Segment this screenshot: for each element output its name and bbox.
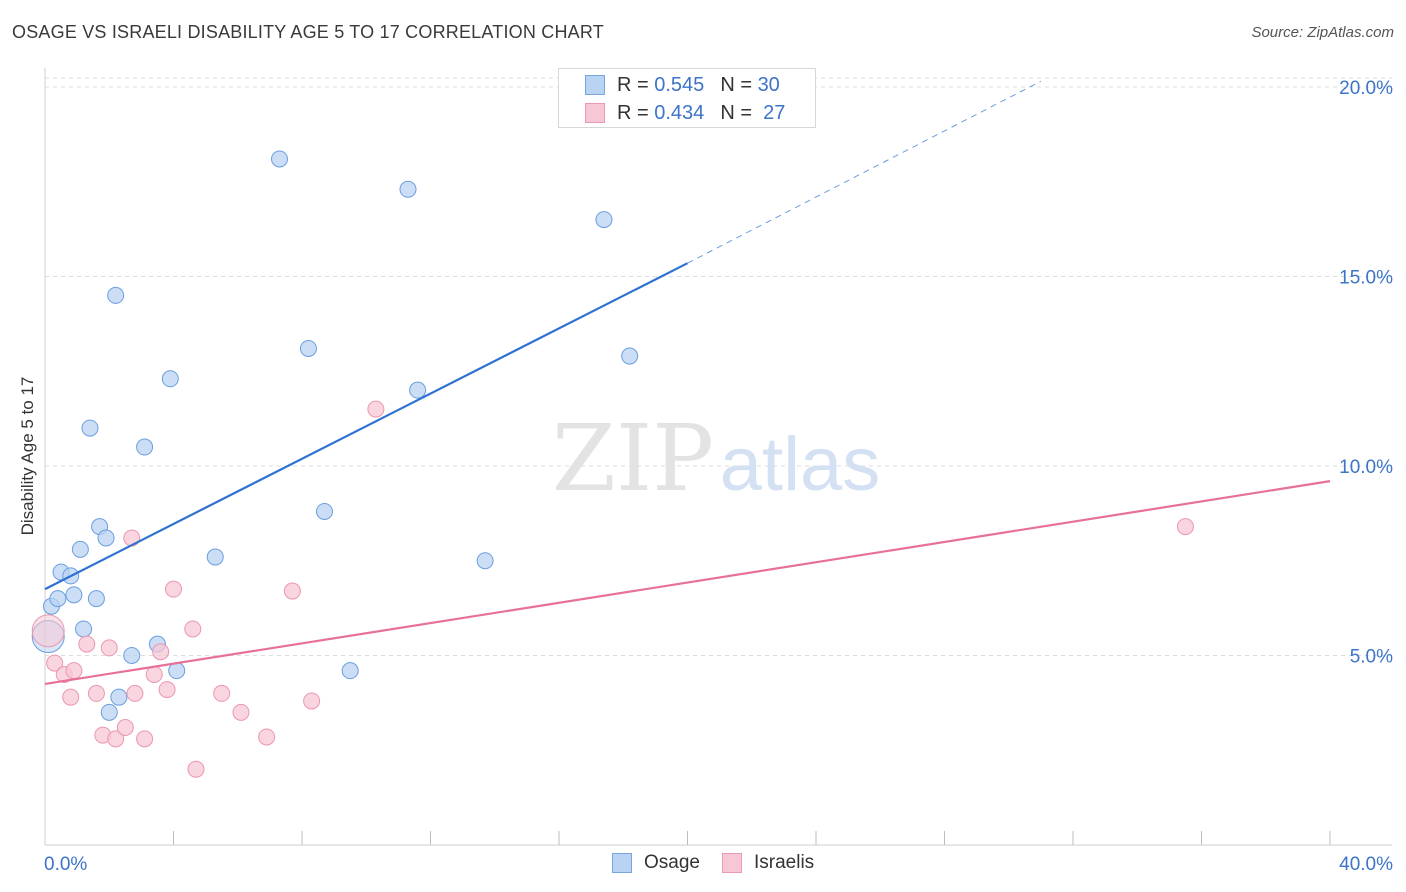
x-tick-label-min: 0.0% [44,854,87,875]
osage-point [75,620,93,638]
israelis-point [367,400,385,418]
osage-point [399,180,417,198]
osage-trend-extension [687,80,1042,264]
osage-trend-line [44,262,688,591]
series-legend: Osage Israelis [612,852,836,874]
osage-point [81,419,99,437]
israelis-point [100,639,118,657]
israelis-point [87,684,105,702]
israelis-point [303,692,321,710]
osage-point [409,381,427,399]
osage-legend-swatch [612,853,632,873]
osage-point [621,347,639,365]
israelis-swatch [585,103,605,123]
israelis-point [152,643,170,661]
osage-point [315,502,333,520]
osage-point [110,688,128,706]
y-tick-label: 20.0% [1339,78,1393,99]
osage-point [97,529,115,547]
israelis-point [107,730,125,748]
israelis-point [31,614,65,648]
israelis-point [1176,518,1194,536]
x-tick-label-max: 40.0% [1339,854,1393,875]
israelis-point [165,580,182,598]
r-label: R = [617,73,649,96]
legend-item-osage[interactable]: Osage [612,852,700,874]
israelis-point [126,684,144,702]
r-label: R = [617,101,649,124]
watermark-atlas: atlas [720,422,881,507]
israelis-legend-label: Israelis [753,852,815,873]
legend-item-israelis[interactable]: Israelis [721,852,815,874]
y-tick-label: 5.0% [1350,646,1393,667]
israelis-point [123,529,141,547]
osage-r-value: 0.545 [654,73,705,96]
israelis-point [213,684,231,702]
osage-point [161,370,179,388]
legend-row-israelis: R = 0.434 N = 27 [585,100,785,126]
israelis-legend-swatch [721,853,742,873]
osage-point [476,552,494,570]
tick-label-layer: 5.0% 10.0% 15.0% 20.0% 0.0% 40.0% [44,78,1393,875]
osage-point [206,548,224,566]
israelis-point [62,688,80,706]
israelis-point [116,719,134,737]
israelis-r-value: 0.434 [654,101,705,124]
correlation-legend: R = 0.545 N = 30 R = 0.434 N = 27 [558,68,816,128]
osage-point [299,339,317,357]
osage-point [123,646,141,664]
axis-layer [44,68,1392,846]
points-layer [31,150,1194,778]
chart-source: Source: ZipAtlas.com [1251,24,1394,41]
osage-point [341,662,359,680]
osage-point [71,540,89,558]
osage-point [136,438,154,456]
y-tick-label: 10.0% [1339,457,1393,478]
watermark: ZIP atlas [552,405,880,512]
osage-swatch [585,75,605,95]
israelis-point [258,728,276,746]
grid-layer [45,77,1392,656]
israelis-point [283,582,301,600]
osage-n-value: 30 [757,73,780,96]
israelis-point [184,620,202,638]
israelis-point [78,635,96,653]
osage-point [87,590,105,608]
trend-layer [44,80,1331,686]
watermark-zip: ZIP [552,405,714,512]
osage-point [595,211,613,229]
israelis-trend-line [44,480,1331,686]
israelis-point [158,681,176,699]
israelis-point [136,730,154,748]
osage-legend-label: Osage [644,852,700,873]
legend-row-osage: R = 0.545 N = 30 [585,72,780,98]
osage-point [271,150,289,168]
chart-title: OSAGE VS ISRAELI DISABILITY AGE 5 TO 17 … [12,22,604,42]
osage-point [100,703,118,721]
osage-point [49,590,67,608]
israelis-point [187,760,205,778]
n-label: N = [720,73,752,96]
israelis-point [65,662,83,680]
osage-point [65,586,83,604]
y-axis-label: Disability Age 5 to 17 [18,376,37,536]
israelis-point [46,654,64,672]
osage-point [107,286,125,304]
israelis-point [232,703,250,721]
n-label: N = [720,101,752,124]
israelis-point [145,665,163,683]
y-tick-label: 15.0% [1339,267,1393,288]
israelis-n-value: 27 [763,101,786,124]
